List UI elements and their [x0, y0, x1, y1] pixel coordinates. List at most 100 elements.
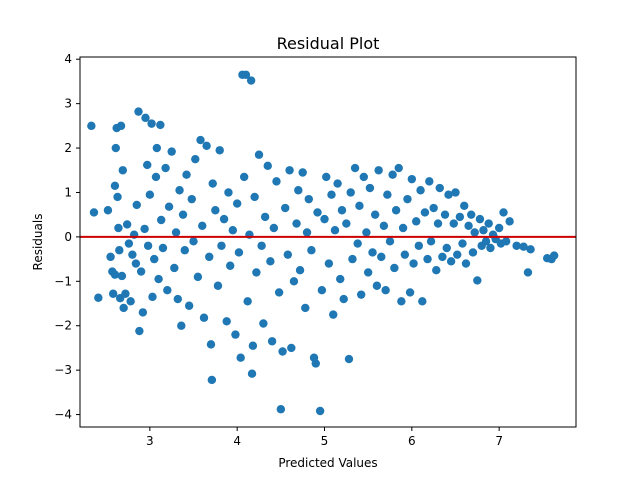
scatter-point-50 [171, 228, 181, 237]
scatter-point-166 [414, 241, 424, 250]
scatter-point-204 [499, 208, 508, 217]
scatter-point-134 [344, 354, 354, 364]
scatter-point-196 [479, 226, 488, 235]
scatter-point-135 [346, 188, 355, 197]
scatter-point-37 [148, 292, 157, 302]
scatter-point-150 [379, 221, 389, 230]
scatter-point-36 [147, 119, 156, 128]
scatter-point-44 [158, 243, 168, 253]
scatter-point-66 [205, 252, 214, 262]
scatter-point-169 [420, 208, 430, 217]
scatter-point-149 [377, 252, 386, 262]
scatter-point-6 [108, 289, 118, 298]
scatter-point-123 [320, 214, 329, 224]
scatter-point-28 [135, 326, 144, 336]
scatter-point-26 [132, 200, 141, 210]
scatter-point-189 [464, 221, 473, 230]
scatter-point-47 [164, 202, 174, 211]
scatter-point-13 [115, 246, 124, 255]
scatter-point-56 [182, 170, 191, 179]
scatter-point-140 [356, 290, 366, 299]
x-tick-label: 6 [408, 434, 416, 448]
scatter-point-126 [327, 190, 336, 199]
scatter-point-132 [339, 294, 348, 304]
scatter-point-153 [385, 237, 395, 246]
scatter-point-97 [263, 161, 272, 171]
scatter-point-98 [266, 257, 275, 266]
scatter-point-173 [429, 203, 438, 213]
scatter-point-4 [106, 252, 115, 262]
scatter-point-41 [154, 274, 163, 284]
scatter-point-177 [438, 252, 447, 262]
scatter-point-172 [426, 237, 436, 246]
scatter-point-154 [388, 170, 397, 179]
scatter-point-144 [365, 183, 375, 193]
scatter-point-183 [451, 188, 460, 197]
scatter-point-3 [103, 206, 113, 215]
x-tick-label: 5 [321, 434, 329, 448]
scatter-point-81 [234, 248, 244, 257]
scatter-point-95 [259, 319, 268, 328]
scatter-point-142 [362, 228, 371, 237]
scatter-point-84 [239, 172, 249, 182]
scatter-point-31 [140, 224, 149, 234]
x-tick-label: 3 [146, 434, 154, 448]
scatter-point-120 [313, 208, 322, 217]
scatter-point-17 [118, 166, 127, 175]
scatter-point-15 [116, 121, 126, 131]
scatter-point-129 [333, 179, 342, 188]
x-axis-label: Predicted Values [278, 456, 377, 470]
scatter-point-121 [315, 406, 325, 416]
scatter-point-2 [94, 293, 103, 302]
scatter-point-18 [119, 303, 128, 313]
scatter-point-190 [467, 210, 476, 219]
scatter-point-64 [199, 313, 209, 322]
scatter-point-157 [394, 163, 403, 173]
scatter-point-206 [505, 217, 514, 226]
scatter-point-61 [193, 272, 203, 282]
scatter-point-57 [184, 301, 194, 310]
scatter-point-191 [468, 248, 478, 257]
scatter-point-19 [121, 289, 130, 298]
scatter-point-165 [412, 217, 421, 226]
scatter-point-179 [442, 243, 451, 253]
scatter-point-55 [180, 246, 189, 255]
scatter-point-33 [143, 160, 152, 170]
scatter-point-208 [519, 242, 528, 251]
y-tick-label: 3 [64, 97, 72, 111]
scatter-point-192 [470, 228, 479, 237]
scatter-point-198 [484, 219, 493, 228]
scatter-point-63 [198, 221, 207, 230]
scatter-point-7 [110, 181, 120, 191]
scatter-point-210 [526, 245, 535, 254]
scatter-point-115 [302, 228, 312, 237]
scatter-point-106 [283, 250, 293, 259]
scatter-point-101 [272, 177, 281, 186]
scatter-point-53 [177, 321, 186, 330]
scatter-point-58 [187, 194, 196, 204]
scatter-point-67 [206, 340, 216, 349]
scatter-point-170 [423, 254, 432, 264]
scatter-point-182 [449, 219, 458, 228]
scatter-point-130 [336, 274, 345, 284]
scatter-point-162 [405, 288, 415, 297]
scatter-point-205 [501, 237, 511, 246]
scatter-point-175 [433, 219, 443, 228]
scatter-point-92 [252, 268, 261, 277]
scatter-point-133 [342, 219, 351, 228]
scatter-point-86 [243, 297, 252, 306]
scatter-point-27 [134, 107, 143, 116]
scatter-point-180 [444, 190, 453, 199]
scatter-point-39 [151, 172, 161, 182]
scatter-point-167 [416, 186, 425, 195]
scatter-point-178 [440, 210, 450, 219]
scatter-point-138 [353, 239, 362, 248]
scatter-point-79 [231, 330, 240, 339]
scatter-point-35 [145, 190, 155, 199]
scatter-point-159 [398, 223, 408, 233]
scatter-point-185 [455, 212, 465, 222]
scatter-point-25 [131, 259, 141, 268]
scatter-point-20 [122, 220, 132, 229]
scatter-point-21 [124, 239, 134, 248]
